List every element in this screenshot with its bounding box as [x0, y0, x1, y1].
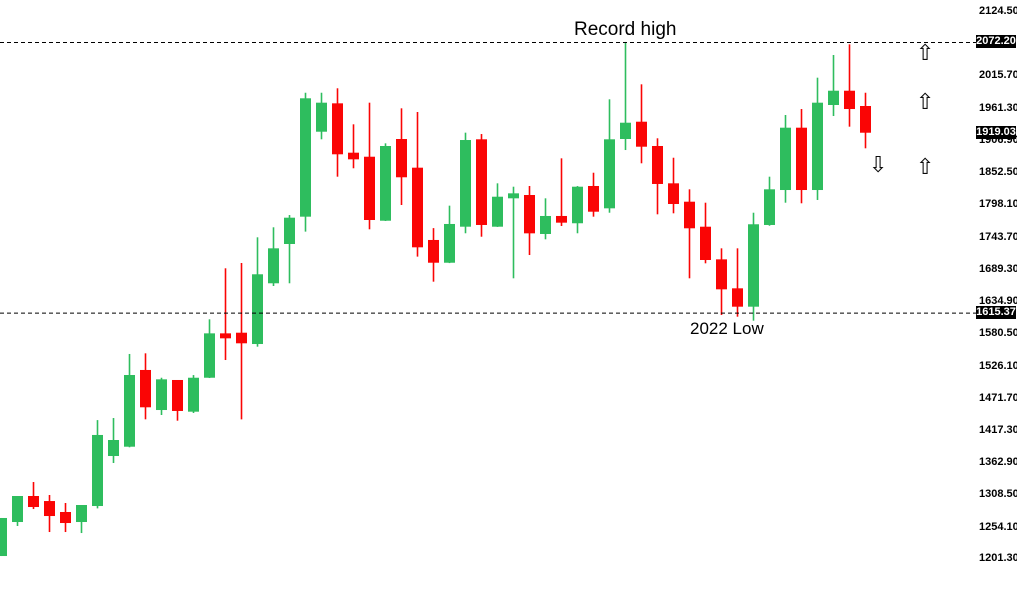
candle-body [236, 332, 247, 344]
candle-body [684, 201, 695, 229]
candle-body [0, 517, 7, 557]
candle-body [188, 377, 199, 412]
candle-body [92, 434, 103, 507]
candle-body [60, 511, 71, 524]
candle-body [716, 259, 727, 290]
candle-body [156, 379, 167, 411]
candle-body [428, 239, 439, 263]
candle-body [124, 375, 135, 447]
candle-body [300, 98, 311, 217]
candle-body [572, 186, 583, 224]
candle-body [348, 152, 359, 160]
annotation-2022-low: 2022 Low [690, 319, 764, 338]
candle-body [364, 156, 375, 221]
candle-body [860, 106, 871, 133]
candle-body [828, 90, 839, 105]
candle-body [476, 139, 487, 225]
candle-body [492, 196, 503, 227]
candle-body [540, 215, 551, 234]
candle-body [284, 217, 295, 245]
candle-body [332, 103, 343, 155]
candle-body [556, 215, 567, 223]
candle-body [844, 90, 855, 110]
candle-body [380, 145, 391, 221]
candle-body [268, 248, 279, 284]
candle-body [412, 167, 423, 248]
candle-body [28, 496, 39, 508]
candle-body [636, 121, 647, 147]
candle-body [524, 194, 535, 234]
candle-body [76, 505, 87, 523]
candle-body [700, 226, 711, 260]
candle-body [252, 274, 263, 345]
price-badge-current: 1919.03 [976, 126, 1016, 140]
candle-body [140, 369, 151, 408]
candle-body [508, 193, 519, 199]
candle-body [764, 189, 775, 225]
up-arrow-icon: ⇧ [916, 41, 935, 66]
candle-body [12, 496, 23, 523]
candle-body [220, 333, 231, 339]
candle-body [668, 183, 679, 205]
up-arrow-icon: ⇧ [916, 90, 935, 115]
candle-body [396, 139, 407, 178]
candle-body [732, 288, 743, 307]
candle-body [108, 440, 119, 457]
candle-body [588, 185, 599, 212]
candle-body [652, 145, 663, 184]
candle-body [812, 102, 823, 191]
candle-body [604, 139, 615, 209]
candle-body [748, 224, 759, 307]
up-arrow-icon: ⇧ [916, 155, 935, 180]
candle-body [172, 379, 183, 411]
candle-body [620, 122, 631, 140]
price-badge-record-high: 2072.20 [976, 35, 1016, 49]
candle-body [316, 102, 327, 132]
candle-body [460, 140, 471, 227]
candle-body [444, 223, 455, 263]
down-arrow-icon: ⇩ [869, 153, 888, 178]
price-badge-2022-low: 1615.37 [976, 306, 1016, 320]
candle-body [796, 127, 807, 191]
candle-body [204, 333, 215, 378]
candle-body [780, 127, 791, 191]
annotation-record-high: Record high [574, 19, 677, 40]
candle-body [44, 501, 55, 517]
